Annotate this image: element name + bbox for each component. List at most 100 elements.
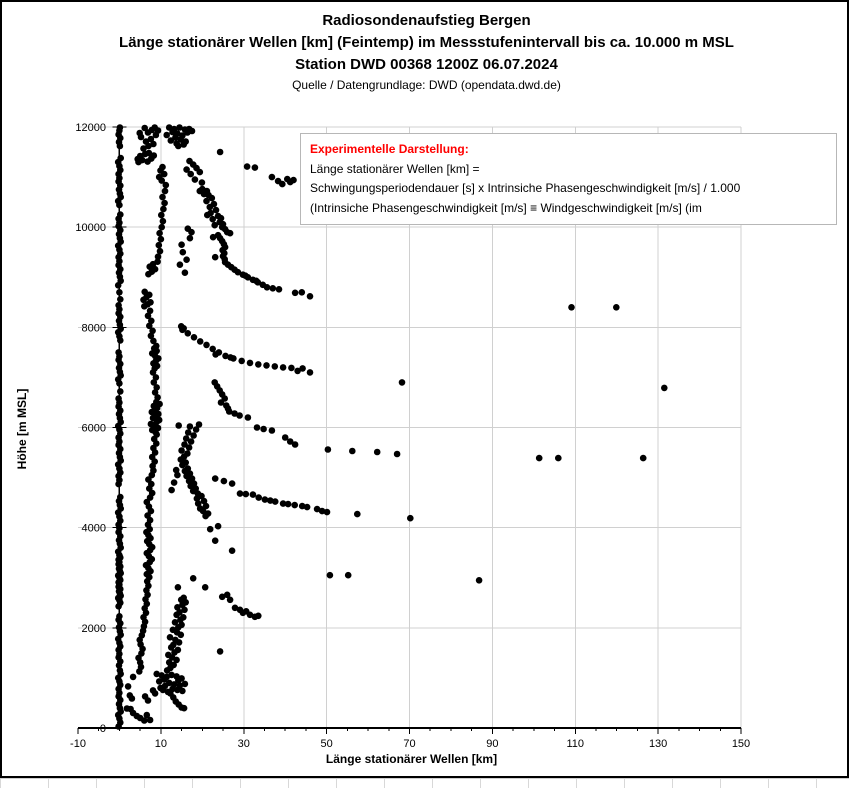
data-point <box>212 351 219 358</box>
data-point <box>145 476 152 483</box>
data-point <box>281 434 289 441</box>
data-point <box>251 164 259 171</box>
data-point <box>263 362 270 369</box>
data-point <box>151 389 159 396</box>
data-point <box>180 325 187 332</box>
data-point <box>291 441 299 448</box>
data-point <box>116 613 123 620</box>
data-point <box>174 686 181 694</box>
data-point <box>568 304 575 311</box>
data-point <box>154 258 161 266</box>
data-point <box>153 670 160 678</box>
data-point <box>326 571 334 579</box>
annotation-heading: Experimentelle Darstellung: <box>310 142 469 156</box>
data-point <box>221 255 228 263</box>
data-point <box>150 379 158 386</box>
data-point <box>196 505 204 512</box>
data-point <box>407 514 414 522</box>
data-point <box>161 187 169 195</box>
data-point <box>228 480 236 487</box>
data-point <box>349 447 356 455</box>
data-point <box>255 494 262 501</box>
data-point <box>220 477 228 485</box>
data-point <box>253 424 261 431</box>
data-point <box>147 332 155 340</box>
x-tick-label: 150 <box>732 738 750 750</box>
data-point <box>164 688 172 696</box>
data-point <box>178 241 185 248</box>
data-point <box>181 606 188 614</box>
data-point <box>211 221 218 229</box>
data-point <box>175 422 182 429</box>
data-point <box>175 677 182 684</box>
data-point <box>159 686 167 694</box>
data-point <box>373 448 381 456</box>
data-point <box>243 163 251 170</box>
data-point <box>145 149 153 157</box>
data-point <box>398 379 406 386</box>
data-point <box>208 194 216 202</box>
data-point <box>115 395 122 402</box>
data-point <box>143 711 151 719</box>
y-tick-label: 6000 <box>82 423 106 435</box>
data-point <box>147 299 154 306</box>
y-tick-label: 10000 <box>75 222 106 234</box>
data-point <box>217 399 225 406</box>
data-point <box>155 678 163 685</box>
data-point <box>184 465 192 472</box>
data-point <box>159 217 167 225</box>
data-point <box>175 142 182 150</box>
y-tick-label: 2000 <box>82 623 106 635</box>
data-point <box>151 690 159 697</box>
data-point <box>194 500 202 507</box>
data-point <box>279 500 287 507</box>
data-point <box>227 354 234 361</box>
data-point <box>174 471 181 479</box>
data-point <box>288 364 295 372</box>
data-point <box>190 334 198 341</box>
x-tick-label: 90 <box>486 738 498 750</box>
data-point <box>117 154 124 162</box>
data-point <box>252 277 260 285</box>
data-point <box>180 614 187 621</box>
data-point <box>299 365 306 372</box>
data-point <box>181 680 189 688</box>
data-point <box>291 501 299 509</box>
data-point <box>260 425 267 433</box>
data-point <box>211 537 219 544</box>
data-point <box>196 168 204 176</box>
data-point <box>157 235 165 243</box>
data-point <box>153 384 160 391</box>
data-point <box>172 636 179 644</box>
data-point <box>184 429 192 436</box>
data-point <box>170 641 177 649</box>
data-point <box>165 659 173 666</box>
data-point <box>249 491 257 498</box>
data-point <box>226 596 234 604</box>
x-tick-label: 110 <box>566 738 584 750</box>
annotation-text-box: Experimentelle Darstellung: Länge statio… <box>300 133 837 225</box>
data-point <box>148 317 155 325</box>
data-point <box>279 180 286 188</box>
annotation-line-1: Länge stationärer Wellen [km] = <box>310 161 480 176</box>
data-point <box>176 124 183 131</box>
data-point <box>159 193 166 201</box>
data-point <box>267 497 274 504</box>
data-point <box>180 704 188 712</box>
data-point <box>204 510 212 517</box>
data-point <box>174 646 182 654</box>
data-point <box>156 247 164 255</box>
data-point <box>271 363 279 370</box>
data-point <box>117 493 124 501</box>
data-point <box>167 137 175 144</box>
data-point <box>212 206 220 214</box>
data-point <box>144 697 152 704</box>
data-point <box>200 497 208 505</box>
data-point <box>219 220 227 228</box>
annotation-line-3: (Intrinsiche Phasengeschwindigkeit [m/s]… <box>310 200 702 215</box>
data-point <box>160 676 168 683</box>
data-point <box>323 508 331 516</box>
data-point <box>117 211 124 218</box>
y-tick-label: 4000 <box>82 523 106 535</box>
data-point <box>231 604 239 612</box>
